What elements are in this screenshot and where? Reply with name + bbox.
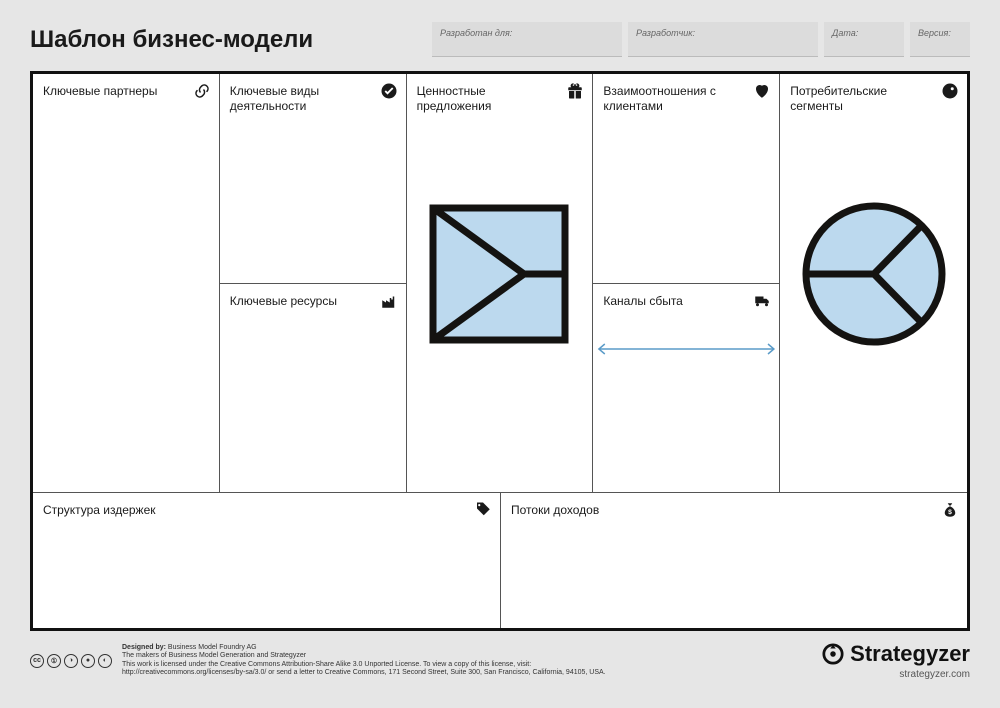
cc-by-icon: ① <box>47 654 61 668</box>
block-channels: Каналы сбыта <box>593 283 779 492</box>
link-icon <box>193 82 211 100</box>
block-revenue-streams: Потоки доходов $ <box>500 493 967 628</box>
cc-extra-icon: ● <box>81 654 95 668</box>
block-cost-structure: Структура издержек <box>33 493 500 628</box>
cc-extra2-icon: ◐ <box>98 654 112 668</box>
heart-icon <box>753 82 771 100</box>
block-key-activities: Ключевые виды деятельности <box>220 74 406 283</box>
label-customer-segments: Потребительские сегменты <box>780 74 967 120</box>
check-circle-icon <box>380 82 398 100</box>
factory-icon <box>380 292 398 310</box>
strategyzer-logo: Strategyzer <box>822 641 970 667</box>
label-cost-structure: Структура издержек <box>33 493 500 524</box>
col-relations-channels: Взаимоотношения с клиентами Каналы сбыта <box>593 74 780 492</box>
footer-url: strategyzer.com <box>822 669 970 680</box>
tag-icon <box>474 501 492 519</box>
meta-date: Дата: <box>824 22 904 57</box>
strategyzer-logo-text: Strategyzer <box>850 641 970 667</box>
footer-attribution: Designed by: Business Model Foundry AG T… <box>122 644 642 678</box>
header: Шаблон бизнес-модели Разработан для: Раз… <box>30 22 970 57</box>
footer-designed-by-value: Business Model Foundry AG <box>168 644 257 651</box>
gift-icon <box>566 82 584 100</box>
page-title: Шаблон бизнес-модели <box>30 22 313 54</box>
canvas-bottom-row: Структура издержек Потоки доходов $ <box>33 492 967 628</box>
footer-branding: Strategyzer strategyzer.com <box>822 641 970 680</box>
col-activities-resources: Ключевые виды деятельности Ключевые ресу… <box>220 74 407 492</box>
meta-designed-for: Разработан для: <box>432 22 622 57</box>
footer-subline: The makers of Business Model Generation … <box>122 652 642 660</box>
label-channels: Каналы сбыта <box>593 284 779 315</box>
canvas-top-row: Ключевые партнеры Ключевые виды деятельн… <box>33 74 967 492</box>
label-key-resources: Ключевые ресурсы <box>220 284 406 315</box>
label-value-propositions: Ценностные предложения <box>407 74 593 120</box>
block-value-propositions: Ценностные предложения <box>407 74 594 492</box>
footer: cc ① ◑ ● ◐ Designed by: Business Model F… <box>30 641 970 680</box>
cc-sa-icon: ◑ <box>64 654 78 668</box>
footer-license-text: This work is licensed under the Creative… <box>122 661 642 678</box>
block-customer-relationships: Взаимоотношения с клиентами <box>593 74 779 283</box>
footer-designed-by-label: Designed by: <box>122 644 166 651</box>
label-key-partners: Ключевые партнеры <box>33 74 219 105</box>
money-bag-icon: $ <box>941 501 959 519</box>
customer-segment-graphic <box>799 199 949 349</box>
person-icon <box>941 82 959 100</box>
block-key-resources: Ключевые ресурсы <box>220 283 406 492</box>
label-revenue-streams: Потоки доходов <box>501 493 967 524</box>
strategyzer-logo-icon <box>822 643 844 665</box>
business-model-canvas: Ключевые партнеры Ключевые виды деятельн… <box>30 71 970 631</box>
cc-license-icons: cc ① ◑ ● ◐ <box>30 654 112 668</box>
block-customer-segments: Потребительские сегменты <box>780 74 967 492</box>
svg-text:$: $ <box>948 509 952 516</box>
meta-designed-by: Разработчик: <box>628 22 818 57</box>
value-proposition-graphic <box>429 204 569 344</box>
block-key-partners: Ключевые партнеры <box>33 74 220 492</box>
cc-icon: cc <box>30 654 44 668</box>
label-key-activities: Ключевые виды деятельности <box>220 74 406 120</box>
truck-icon <box>753 292 771 310</box>
label-customer-relationships: Взаимоотношения с клиентами <box>593 74 779 120</box>
meta-version: Версия: <box>910 22 970 57</box>
